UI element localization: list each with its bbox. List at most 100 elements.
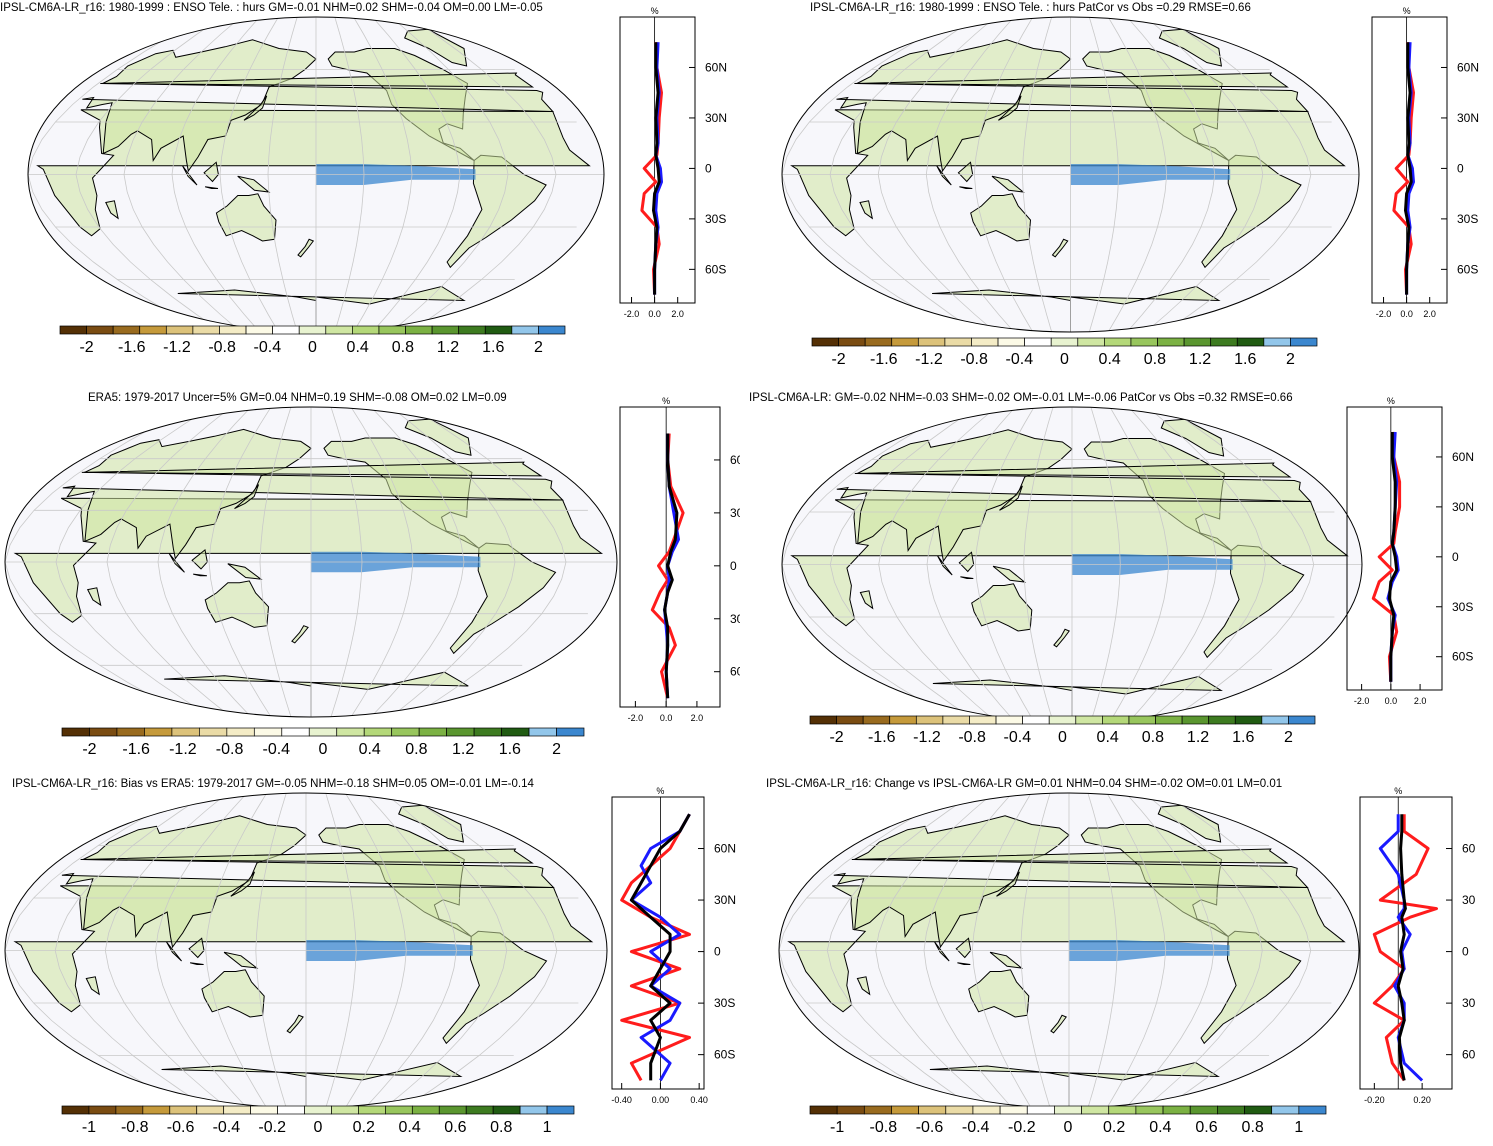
colorbar-swatch xyxy=(1135,1105,1164,1115)
colorbar-swatch xyxy=(142,1105,171,1115)
landmass xyxy=(201,969,265,1018)
graticule-lon xyxy=(1147,407,1266,722)
colorbar-label: -0.6 xyxy=(916,1119,944,1136)
landmass xyxy=(856,976,871,996)
panel-title: IPSL-CM6A-LR_r16: Bias vs ERA5: 1979-201… xyxy=(12,778,534,790)
panel-era5: ERA5: 1979-2017 Uncer=5% GM=0.04 NHM=0.1… xyxy=(0,390,740,762)
landmass xyxy=(85,976,100,996)
colorbar-swatch xyxy=(1081,1105,1110,1115)
colorbar-label: -0.8 xyxy=(208,339,236,356)
colorbar-label: -1.6 xyxy=(868,729,896,746)
x-tick-label: 0.40 xyxy=(690,1095,708,1105)
colorbar-label: 0 xyxy=(319,741,328,758)
profile-series-line xyxy=(1396,814,1407,1081)
lat-label: 30S xyxy=(1457,212,1478,226)
colorbar-swatch xyxy=(1104,337,1132,347)
landmass xyxy=(996,871,1020,897)
graticule-lon xyxy=(106,407,232,717)
landmass xyxy=(193,573,207,577)
graticule-lon xyxy=(1164,17,1312,332)
colorbar-label: -0.4 xyxy=(962,1119,990,1136)
colorbar-swatch xyxy=(115,1105,144,1115)
colorbar-swatch xyxy=(331,1105,359,1115)
graticule-lon xyxy=(877,17,996,332)
colorbar-swatch xyxy=(250,1105,278,1115)
landmass xyxy=(182,165,198,186)
colorbar-swatch xyxy=(192,325,220,335)
colorbar-swatch xyxy=(1261,715,1289,725)
colorbar-label: -0.4 xyxy=(263,741,291,758)
colorbar-label: -0.8 xyxy=(960,351,988,368)
profile-series-line xyxy=(629,813,691,1081)
colorbar-swatch xyxy=(61,1105,90,1115)
lat-label: 60 xyxy=(1462,1048,1476,1062)
landmass xyxy=(968,969,1030,1018)
colorbar-swatch xyxy=(245,325,273,335)
landmass xyxy=(859,200,874,220)
colorbar-swatch xyxy=(511,325,539,335)
colorbar-label: 1.6 xyxy=(1232,729,1254,746)
landmass xyxy=(204,186,219,189)
colorbar-swatch xyxy=(809,1105,838,1115)
colorbar-swatch xyxy=(997,337,1025,347)
colorbar-swatch xyxy=(556,727,585,737)
colorbar-swatch xyxy=(918,1105,947,1115)
graticule-lon xyxy=(353,17,413,332)
colorbar-swatch xyxy=(1050,337,1079,347)
profile-series-line xyxy=(1387,432,1399,682)
colorbar-swatch xyxy=(405,325,433,335)
lat-label: 60 xyxy=(1462,842,1476,856)
landmass xyxy=(61,815,555,949)
lat-label: 60N xyxy=(714,842,736,856)
landmass xyxy=(204,580,270,628)
colorbar-swatch xyxy=(139,325,167,335)
colorbar-label: -0.6 xyxy=(167,1119,195,1136)
landmass xyxy=(86,587,102,607)
world-map: % 60N 30N 0 30S 60S -2.0 0.0 2.0 -2 -1.6 -1.2 -0.8 -0… xyxy=(781,6,1479,368)
profile-series-line xyxy=(1372,814,1438,1082)
lat-label: 30N xyxy=(705,111,727,125)
colorbar-label: 1.2 xyxy=(452,741,474,758)
graticule-lon xyxy=(219,17,279,332)
graticule-lon xyxy=(1090,407,1121,722)
lat-label: 60N xyxy=(1452,450,1474,464)
colorbar-swatch xyxy=(1102,715,1130,725)
lat-label: 60N xyxy=(705,60,727,74)
landmass xyxy=(291,625,309,644)
x-tick-label: -0.20 xyxy=(1364,1095,1385,1105)
colorbar-label: -2 xyxy=(79,339,93,356)
colorbar-swatch xyxy=(277,1105,305,1115)
lat-label: 30S xyxy=(714,996,735,1010)
colorbar-swatch xyxy=(1217,1105,1245,1115)
graticule-lon xyxy=(404,793,558,1108)
landmass xyxy=(404,418,472,456)
landmass xyxy=(960,576,974,579)
profile-series-line xyxy=(652,42,661,295)
colorbar-swatch xyxy=(484,325,513,335)
colorbar-label: 0 xyxy=(308,339,317,356)
colorbar-swatch xyxy=(281,727,310,737)
graticule-lon xyxy=(259,407,292,717)
graticule-lon xyxy=(974,407,1035,722)
landmass xyxy=(286,1014,304,1034)
colorbar-swatch xyxy=(112,325,141,335)
world-map: % 60N 30N 0 30S 60S -2.0 0.0 2.0 -2 -1.6 -1.2 -0.8 -0… xyxy=(4,396,740,758)
lat-label: 30N xyxy=(1452,500,1474,514)
graticule-lon xyxy=(384,793,508,1108)
landmass xyxy=(82,39,554,173)
graticule-lon xyxy=(782,407,959,722)
colorbar-label: -1.6 xyxy=(870,351,898,368)
graticule-lon xyxy=(255,793,287,1108)
colorbar-swatch xyxy=(391,727,420,737)
lat-label: 60N xyxy=(1457,60,1479,74)
graticule-lon xyxy=(875,793,994,1108)
colorbar-label: 0.6 xyxy=(1195,1119,1217,1136)
colorbar-label: 1.2 xyxy=(1189,351,1211,368)
colorbar-swatch xyxy=(196,1105,225,1115)
colorbar-label: -1 xyxy=(830,1119,844,1136)
colorbar-swatch xyxy=(1054,1105,1082,1115)
colorbar-swatch xyxy=(199,727,228,737)
landmass xyxy=(1157,804,1222,843)
landmass xyxy=(833,815,1309,949)
colorbar-label: -0.2 xyxy=(1008,1119,1036,1136)
